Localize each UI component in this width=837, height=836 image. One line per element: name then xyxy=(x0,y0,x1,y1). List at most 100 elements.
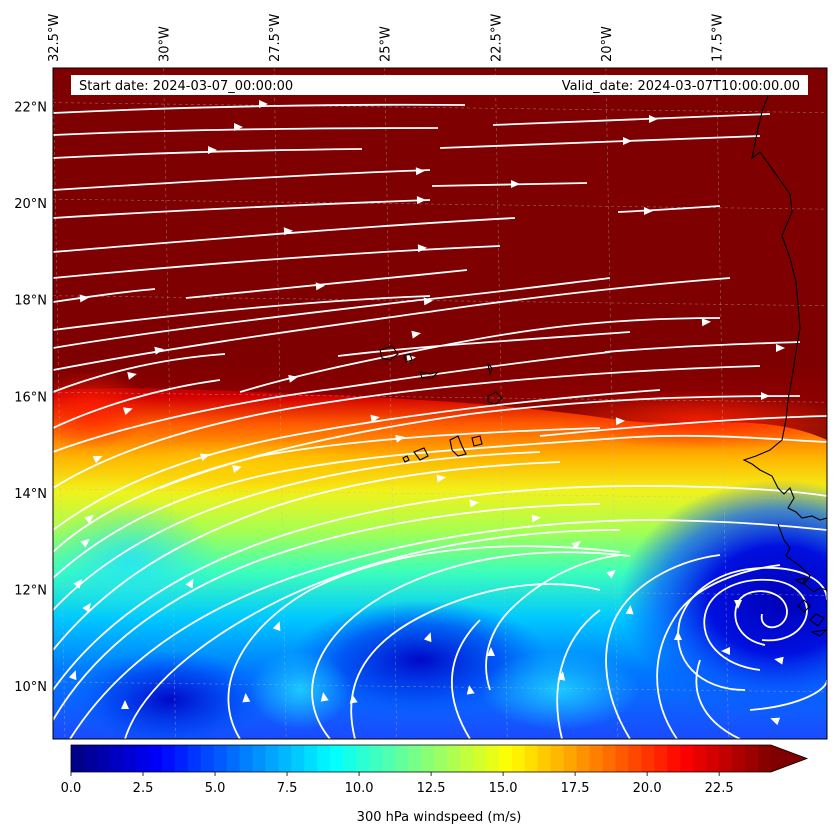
colorbar-segment xyxy=(680,745,694,772)
colorbar-tick-label: 7.5 xyxy=(277,781,298,796)
meridian-gridline xyxy=(716,68,729,739)
streamline-arrow xyxy=(272,621,281,632)
streamline-arrow xyxy=(234,123,243,131)
streamline-arrow xyxy=(185,578,194,589)
colorbar-segment xyxy=(615,745,630,772)
streamline-arrow xyxy=(625,605,634,615)
streamline xyxy=(53,277,611,349)
streamline-arrow xyxy=(721,647,730,655)
colorbar-segment xyxy=(408,745,422,772)
streamline-arrow xyxy=(423,632,432,643)
streamline xyxy=(53,288,156,303)
streamline-arrow xyxy=(283,227,293,236)
streamline xyxy=(53,461,561,651)
guinea-coast xyxy=(777,523,827,593)
streamline xyxy=(53,127,439,136)
colorbar-segment xyxy=(628,745,642,772)
streamline xyxy=(53,199,431,219)
longitude-tick-label: 20°W xyxy=(600,26,615,62)
colorbar-segment xyxy=(576,745,591,772)
latitude-tick-label: 10°N xyxy=(14,680,47,695)
streamline-arrow xyxy=(68,670,77,681)
longitude-tick-label: 22.5°W xyxy=(489,14,504,62)
meridian-gridline xyxy=(605,68,619,739)
colorbar-outline xyxy=(70,744,809,773)
header-box xyxy=(71,75,808,95)
streamline-arrow xyxy=(423,297,433,306)
africa-coastline xyxy=(742,95,827,521)
streamline xyxy=(53,451,541,611)
streamline-arrow xyxy=(82,602,91,613)
meridian-gridline xyxy=(494,68,508,739)
streamline-arrow xyxy=(644,207,653,215)
colorbar-tick-label: 0.0 xyxy=(61,781,82,796)
streamline-arrow xyxy=(761,392,770,400)
streamline xyxy=(124,529,621,739)
colorbar-segment xyxy=(213,745,228,772)
streamline-arrow xyxy=(734,600,742,609)
latitude-tick-labels: 22°N 20°N 18°N 16°N 14°N 12°N 10°N xyxy=(14,101,47,695)
colorbar-tick-label: 22.5 xyxy=(705,781,734,796)
colorbar-segment xyxy=(83,745,98,772)
colorbar-segment xyxy=(537,745,552,772)
streamline-arrow xyxy=(411,330,421,339)
colorbar-segment xyxy=(641,745,655,772)
streamline-arrow xyxy=(154,346,164,355)
colorbar-tick-label: 20.0 xyxy=(633,781,662,796)
streamline-arrow xyxy=(315,282,325,291)
streamline-arrow xyxy=(774,656,784,665)
colorbar-tick-label: 10.0 xyxy=(345,781,374,796)
streamline xyxy=(53,295,431,331)
streamline-arrow xyxy=(417,244,427,253)
streamline-arrow xyxy=(701,318,711,327)
streamline-arrow xyxy=(469,499,479,508)
streamline-arrow xyxy=(531,514,541,523)
streamline-arrow xyxy=(199,453,210,462)
colorbar-tick-label: 2.5 xyxy=(133,781,154,796)
longitude-tick-label: 27.5°W xyxy=(268,14,283,62)
streamline xyxy=(604,341,801,353)
colorbar-segment xyxy=(317,745,331,772)
streamline xyxy=(311,551,631,739)
colorbar-tick-labels: 0.0 2.5 5.0 7.5 10.0 12.5 15.0 17.5 20.0 22.5 xyxy=(61,772,734,796)
valid-date-label: Valid_date: 2024-03-07T10:00:00.00 xyxy=(562,79,800,94)
colorbar-segment xyxy=(758,745,772,772)
colorbar-segment xyxy=(174,745,189,772)
colorbar-segment xyxy=(96,745,111,772)
colorbar-segment xyxy=(485,745,500,772)
streamline xyxy=(439,135,761,149)
colorbar xyxy=(70,744,809,773)
colorbar-segment xyxy=(122,745,137,772)
colorbar-tick-label: 17.5 xyxy=(561,781,590,796)
colorbar-segment xyxy=(745,745,759,772)
colorbar-segment xyxy=(563,745,578,772)
colorbar-segment xyxy=(472,745,487,772)
streamline-arrow xyxy=(92,455,103,464)
streamline xyxy=(703,578,808,671)
streamline xyxy=(53,427,601,553)
cape-verde-fogo xyxy=(413,447,429,461)
cape-verde-sal xyxy=(487,362,493,377)
streamline-arrow xyxy=(623,137,632,145)
bijagos-islands xyxy=(794,577,827,637)
colorbar-tick-label: 12.5 xyxy=(417,781,446,796)
streamline xyxy=(53,365,761,489)
windspeed-field xyxy=(53,68,827,739)
colorbar-segment xyxy=(421,745,435,772)
colorbar-segment xyxy=(719,745,733,772)
meridian-gridline xyxy=(384,68,398,739)
longitude-tick-label: 32.5°W xyxy=(47,14,62,62)
colorbar-segment xyxy=(71,745,85,772)
streamline-arrow xyxy=(487,647,495,656)
colorbar-segment xyxy=(654,745,668,772)
streamline-arrow xyxy=(776,344,785,352)
streamline xyxy=(53,103,466,114)
streamline xyxy=(617,205,721,213)
colorbar-label: 300 hPa windspeed (m/s) xyxy=(357,810,522,825)
streamline-arrow xyxy=(79,294,89,303)
colorbar-segment xyxy=(589,745,604,772)
colorbar-segment xyxy=(602,745,617,772)
streamline-arrow xyxy=(232,465,242,473)
colorbar-segment xyxy=(732,745,746,772)
